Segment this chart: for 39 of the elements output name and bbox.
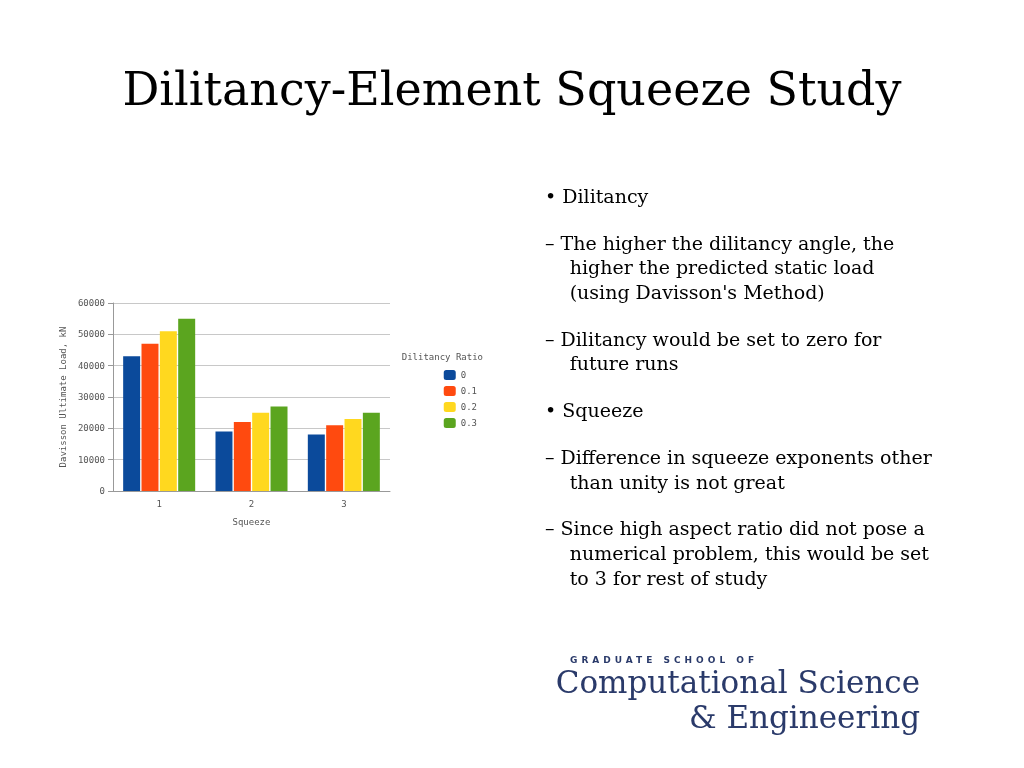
legend-label: 0.2 xyxy=(460,402,478,412)
x-tick-label: 1 xyxy=(156,498,162,509)
y-tick-label: 20000 xyxy=(77,423,105,434)
y-tick-label: 10000 xyxy=(77,454,105,465)
bar xyxy=(344,418,362,491)
y-axis-title: Davisson Ultimate Load, kN xyxy=(57,326,68,468)
text: & Engineering xyxy=(689,699,920,737)
bar xyxy=(307,434,325,491)
x-axis-title: Squeeze xyxy=(232,516,271,527)
bar xyxy=(362,412,380,491)
bar xyxy=(270,406,288,491)
bar xyxy=(252,412,270,491)
x-tick-label: 3 xyxy=(341,498,347,509)
bar xyxy=(326,425,344,491)
legend-label: 0 xyxy=(460,370,467,380)
y-tick-label: 60000 xyxy=(77,298,105,308)
bar xyxy=(233,422,251,491)
text: • Squeeze xyxy=(545,398,645,423)
y-tick-label: 0 xyxy=(99,486,105,496)
text: • Dilitancy xyxy=(545,184,650,209)
bar xyxy=(123,356,141,491)
text: Dilitancy-Element Squeeze Study xyxy=(121,62,903,116)
legend-label: 0.1 xyxy=(460,386,478,396)
text: – Difference in squeeze exponents other than unity is not great xyxy=(545,444,933,495)
legend-title: Dilitancy Ratio xyxy=(401,351,483,362)
y-tick-label: 40000 xyxy=(77,360,105,371)
text: Computational Science xyxy=(554,664,920,700)
x-tick-label: 2 xyxy=(248,498,255,509)
text: – Since high aspect ratio did not pose a numerical problem, this would be set to 3 for rest of study xyxy=(545,516,930,591)
bar xyxy=(141,343,159,491)
text: GRADUATE SCHOOL OF xyxy=(569,655,760,665)
text: – Dilitancy would be set to zero for future runs xyxy=(545,326,883,377)
y-tick-label: 30000 xyxy=(77,392,105,402)
text: – The higher the dilitancy angle, the higher the predicted static load (using Davisson's Method) xyxy=(545,230,896,305)
bar xyxy=(159,331,177,491)
y-tick-label: 50000 xyxy=(77,329,105,340)
bar xyxy=(178,318,196,491)
legend-label: 0.3 xyxy=(460,418,478,428)
bar xyxy=(215,431,233,491)
